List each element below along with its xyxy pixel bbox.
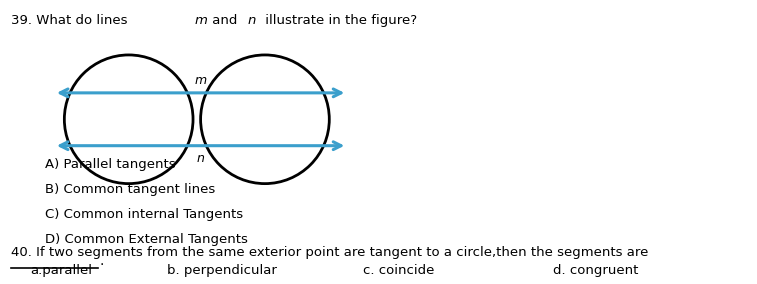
Text: m: m <box>195 74 207 87</box>
Text: D) Common External Tangents: D) Common External Tangents <box>45 233 248 246</box>
Text: A) Parallel tangents: A) Parallel tangents <box>45 158 176 171</box>
Text: n: n <box>248 14 256 27</box>
Text: B) Common tangent lines: B) Common tangent lines <box>45 183 216 196</box>
Text: illustrate in the figure?: illustrate in the figure? <box>261 14 417 27</box>
Text: a.parallel: a.parallel <box>30 264 92 277</box>
Text: d. congruent: d. congruent <box>553 264 638 277</box>
Text: 39. What do lines: 39. What do lines <box>11 14 132 27</box>
Text: .: . <box>99 254 104 268</box>
Text: C) Common internal Tangents: C) Common internal Tangents <box>45 208 244 221</box>
Text: c. coincide: c. coincide <box>363 264 435 277</box>
Text: n: n <box>197 152 204 165</box>
Text: 40. If two segments from the same exterior point are tangent to a circle,then th: 40. If two segments from the same exteri… <box>11 246 649 259</box>
Text: m: m <box>195 14 207 27</box>
Text: b. perpendicular: b. perpendicular <box>167 264 276 277</box>
Text: and: and <box>208 14 241 27</box>
